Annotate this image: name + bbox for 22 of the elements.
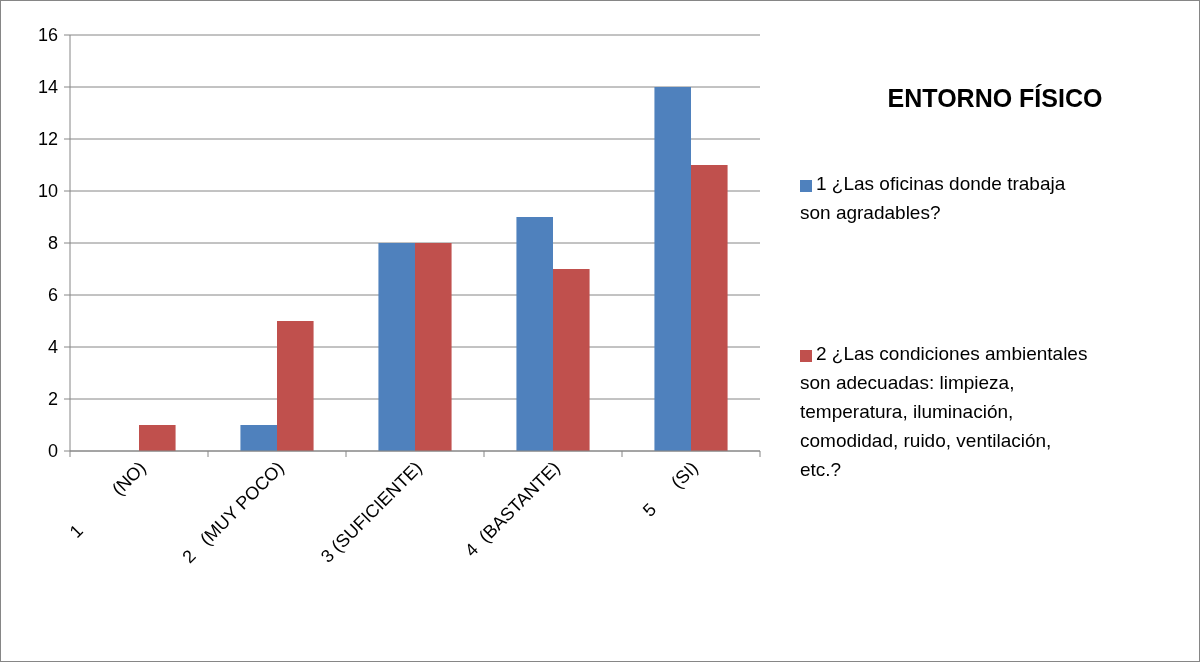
- bar: [553, 269, 590, 451]
- y-tick-label: 8: [47, 233, 58, 253]
- y-tick-label: 16: [37, 25, 58, 45]
- y-tick-label: 6: [47, 285, 58, 305]
- y-tick-label: 4: [47, 337, 58, 357]
- y-tick-label: 14: [37, 77, 58, 97]
- bar: [277, 321, 314, 451]
- legend-label: 1 ¿Las oficinas donde trabaja son agradables?: [800, 173, 1066, 223]
- legend-label: 2 ¿Las condiciones ambientales son adecuadas: limpieza, temperatura, iluminación, comodidad, ruido, ventilación, etc.?: [800, 343, 1088, 480]
- bar: [415, 243, 452, 451]
- bar: [240, 425, 277, 451]
- y-tick-label: 2: [47, 389, 58, 409]
- y-tick-label: 10: [37, 181, 58, 201]
- y-tick-label: 0: [47, 441, 58, 461]
- bar: [654, 87, 691, 451]
- text: ENTORNO FÍSICO: [887, 84, 1103, 112]
- bar: [139, 425, 176, 451]
- x-tick-label: 5 (SI): [638, 457, 702, 521]
- bar: [516, 217, 553, 451]
- bar: [691, 165, 728, 451]
- bar: [378, 243, 415, 451]
- y-tick-label: 12: [37, 129, 58, 149]
